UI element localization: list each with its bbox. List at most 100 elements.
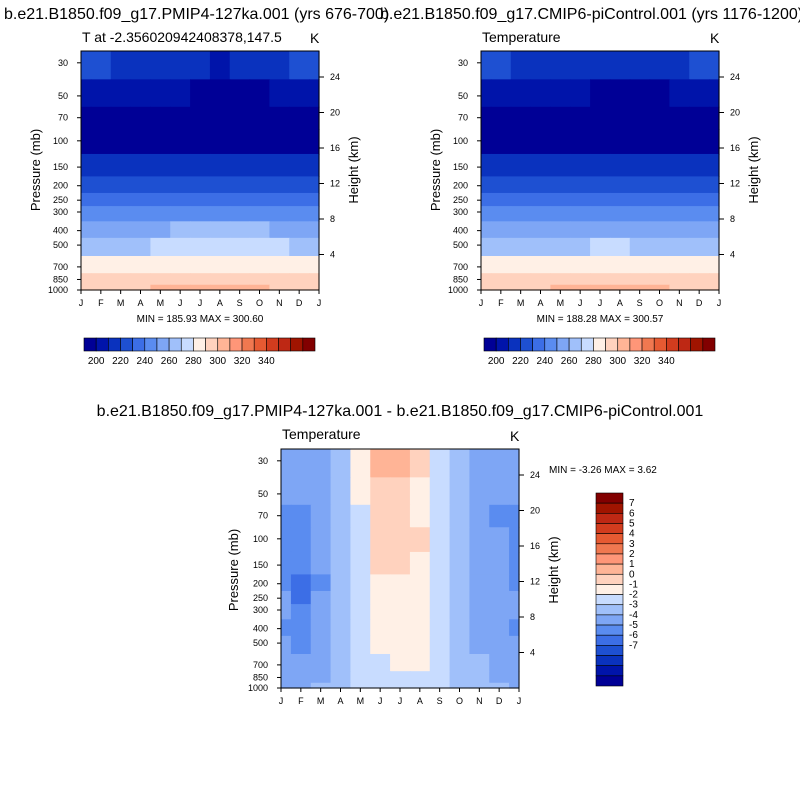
month-label-3-11: D [496, 696, 503, 706]
cell-3-7-3 [330, 604, 352, 620]
cell-1-0-6 [190, 51, 211, 80]
colorbar-swatch-1-9 [193, 337, 206, 352]
cell-2-10-3 [530, 255, 552, 274]
cell-1-6-3 [130, 192, 152, 207]
cell-3-6-9 [449, 590, 471, 605]
colorbar-label-3-3: 4 [629, 529, 635, 540]
cell-1-12-3 [130, 284, 152, 291]
cell-3-1-8 [429, 477, 451, 506]
cell-1-9-7 [209, 237, 231, 257]
colorbar-label-3-12: -5 [629, 620, 638, 631]
cell-1-1-11 [289, 79, 310, 108]
colorbar-swatch-2-5 [544, 337, 558, 352]
cell-3-9-9 [449, 635, 471, 655]
cell-3-9-8 [429, 635, 451, 655]
cell-1-4-5 [170, 153, 191, 177]
cell-3-6-6 [390, 590, 411, 605]
panel-2-units: K [710, 30, 720, 46]
cell-1-7-0 [81, 206, 92, 222]
cell-2-5-5 [570, 176, 591, 194]
pressure-tick-label-3-2: 70 [258, 511, 268, 521]
cell-3-0-7 [409, 449, 431, 478]
panel-2-subtitle: Temperature [482, 29, 561, 45]
cell-1-4-0 [81, 153, 92, 177]
cell-3-1-11 [489, 477, 510, 506]
cell-1-7-9 [249, 206, 271, 222]
cell-1-6-2 [110, 192, 132, 207]
cell-2-11-0 [481, 273, 492, 286]
cell-1-11-11 [289, 273, 310, 286]
cell-2-12-8 [629, 284, 651, 291]
cell-1-10-10 [269, 255, 290, 274]
cell-1-11-9 [249, 273, 271, 286]
month-label-3-10: N [476, 696, 483, 706]
cell-2-11-10 [669, 273, 690, 286]
cell-1-4-6 [190, 153, 211, 177]
month-label-2-8: S [637, 298, 643, 308]
cell-3-5-12 [509, 574, 520, 592]
cell-1-9-5 [170, 237, 191, 257]
cell-3-9-0 [281, 635, 292, 655]
cell-1-2-12 [309, 106, 320, 130]
cell-3-6-11 [489, 590, 510, 605]
cell-3-5-3 [330, 574, 352, 592]
month-label-1-0: J [79, 298, 84, 308]
cell-1-5-0 [81, 176, 92, 194]
cell-3-4-5 [370, 551, 391, 575]
cell-1-1-3 [130, 79, 152, 108]
cell-2-12-9 [649, 284, 671, 291]
cell-2-8-6 [590, 221, 611, 239]
pressure-tick-label-1-8: 400 [53, 226, 68, 236]
month-label-3-4: M [357, 696, 365, 706]
cell-2-10-2 [510, 255, 532, 274]
cell-3-7-0 [281, 604, 292, 620]
cell-2-12-11 [689, 284, 710, 291]
cell-1-7-6 [190, 206, 211, 222]
cell-3-12-7 [409, 682, 431, 689]
cell-1-7-5 [170, 206, 191, 222]
cell-2-10-9 [649, 255, 671, 274]
cell-1-10-12 [309, 255, 320, 274]
cell-2-4-11 [689, 153, 710, 177]
cell-2-1-0 [481, 79, 492, 108]
cell-2-0-11 [689, 51, 710, 80]
cell-1-12-6 [190, 284, 211, 291]
month-label-1-1: F [98, 298, 104, 308]
month-label-3-5: J [378, 696, 383, 706]
cell-2-6-4 [550, 192, 571, 207]
colorbar-swatch-2-9 [593, 337, 606, 352]
cell-2-10-12 [709, 255, 720, 274]
month-label-1-9: O [256, 298, 263, 308]
cell-1-3-3 [130, 129, 152, 155]
cell-1-9-9 [249, 237, 271, 257]
cell-3-0-8 [429, 449, 451, 478]
cell-3-11-3 [330, 671, 352, 684]
cell-3-10-1 [290, 653, 312, 672]
cell-3-0-6 [390, 449, 411, 478]
colorbar-label-1-7: 340 [258, 356, 275, 367]
cell-1-6-4 [150, 192, 171, 207]
cell-2-9-10 [669, 237, 690, 257]
cell-1-5-1 [90, 176, 112, 194]
cell-2-12-0 [481, 284, 492, 291]
cell-3-0-11 [489, 449, 510, 478]
pressure-tick-label-2-0: 30 [458, 58, 468, 68]
cell-1-1-5 [170, 79, 191, 108]
cell-3-5-5 [370, 574, 391, 592]
cell-2-7-1 [490, 206, 512, 222]
month-label-1-8: S [237, 298, 243, 308]
cell-3-6-3 [330, 590, 352, 605]
cell-1-11-5 [170, 273, 191, 286]
cell-1-4-12 [309, 153, 320, 177]
cell-2-10-0 [481, 255, 492, 274]
month-label-3-2: M [317, 696, 325, 706]
cell-3-0-4 [350, 449, 371, 478]
colorbar-label-3-2: 5 [629, 518, 635, 529]
cell-1-7-12 [309, 206, 320, 222]
cell-3-3-10 [469, 527, 490, 553]
cell-3-5-8 [429, 574, 451, 592]
colorbar-swatch-1-14 [253, 337, 267, 352]
cell-3-3-9 [449, 527, 471, 553]
cell-1-0-3 [130, 51, 152, 80]
height-tick-label-1-4: 8 [330, 214, 335, 224]
